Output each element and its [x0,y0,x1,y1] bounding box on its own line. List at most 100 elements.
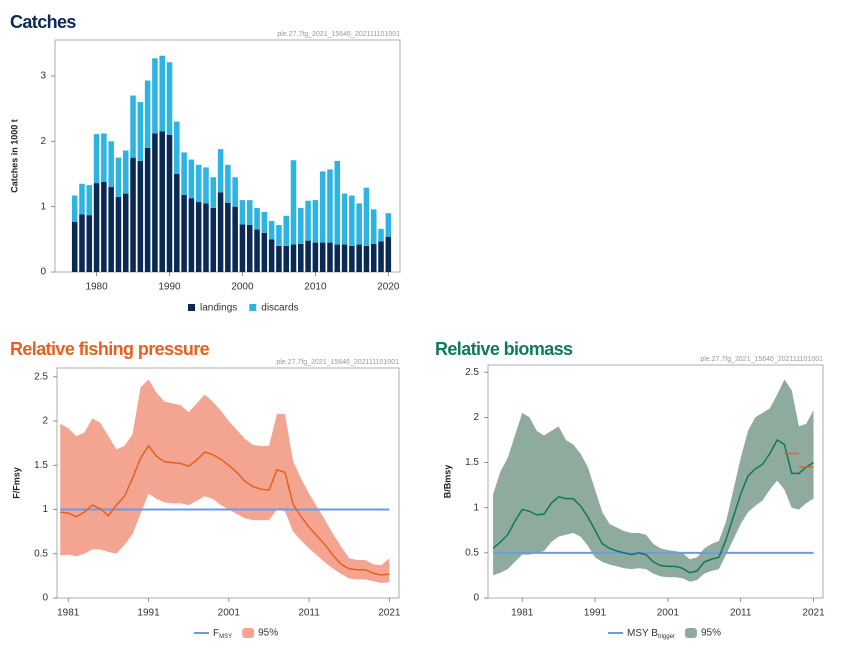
bar-segment [283,215,289,246]
x-tick-label: 1991 [137,608,160,619]
bar-segment [290,160,297,245]
bar-segment [152,133,158,272]
bar-segment [195,164,202,203]
bar-segment [261,211,268,233]
legend-swatch [242,628,255,638]
bar-segment [93,134,100,184]
bar-segment [327,169,333,243]
bar-segment [130,95,136,158]
bar-segment [356,203,362,245]
bar-segment [166,62,173,135]
bar-segment [327,242,333,272]
bar-segment [312,200,319,243]
bar-segment [385,213,392,237]
x-tick-label: 2010 [304,282,327,293]
y-tick-label: 1.5 [34,460,48,471]
legend-swatch [684,628,697,638]
bar-segment [166,134,173,272]
legend-label: landings [200,303,237,314]
y-tick-label: 1 [473,502,479,513]
y-axis-label: F/Fmsy [11,467,21,499]
legend-swatch [249,304,257,311]
bar-segment [305,240,311,272]
series-line [492,438,814,574]
bar-segment [71,195,78,222]
bar-segment [276,224,282,246]
bar-segment [254,207,260,230]
bar-segment [261,232,268,272]
legend-label: MSY Btrigger [627,628,675,640]
bar-segment [334,160,341,245]
bar-segment [101,181,107,272]
bar-segment [217,192,224,272]
bar-segment [246,224,253,272]
bar-segment [268,221,275,240]
bar-segment [108,187,114,272]
bar-segment [356,244,362,272]
legend-swatch [188,304,195,311]
bar-segment [385,236,392,272]
legend-label: 95% [701,628,721,639]
bar-segment [79,183,85,215]
y-tick-label: 1 [40,201,46,212]
x-tick-label: 1981 [511,608,534,619]
bar-segment [378,241,384,272]
bar-segment [122,150,129,194]
bar-segment [174,121,180,174]
bar-segment [246,200,253,225]
x-tick-label: 2001 [218,608,241,619]
y-tick-label: 1.5 [465,457,479,468]
bar-segment [217,149,224,193]
x-tick-label: 1990 [158,282,181,293]
bar-segment [349,195,355,246]
chart-title: Relative fishing pressure [10,339,210,359]
bar-segment [93,183,100,272]
legend-label-sub: MSY [219,634,232,640]
bar-segment [159,131,165,272]
bar-segment [298,207,304,244]
y-tick-label: 2 [42,416,48,427]
bar-segment [174,173,180,272]
chart-code: ple.27.7fg_2021_15646_202111101001 [276,359,399,366]
bar-segment [305,200,311,241]
bar-segment [144,80,151,148]
bar-segment [79,214,85,272]
bar-segment [195,202,202,272]
bar-segment [319,171,326,243]
bar-segment [188,159,195,199]
bar-segment [254,229,260,272]
bar-segment [210,177,217,208]
y-axis-label: Catches in 1000 t [9,119,19,193]
bar-segment [210,207,217,272]
bar-segment [225,202,231,272]
bar-segment [232,206,238,272]
legend-label: 95% [258,628,278,639]
bar-segment [115,157,122,197]
bar-segment [71,221,78,272]
y-tick-label: 0 [40,267,46,278]
x-tick-label: 2020 [377,282,400,293]
legend-label-main: MSY B [627,628,658,639]
bar-segment [276,245,282,272]
plot-frame [56,367,400,599]
plot-frame [487,364,824,599]
bar-segment [341,193,348,245]
bar-segment [152,58,158,134]
bar-segment [268,239,275,272]
bar-segment [363,187,370,246]
series-line [60,444,390,576]
bar-segment [159,55,165,132]
bar-segment [86,215,93,272]
confidence-band [60,379,390,583]
bar-segment [203,167,209,204]
y-tick-label: 2 [473,412,479,423]
x-tick-label: 1991 [584,608,607,619]
y-tick-label: 2.5 [34,371,48,382]
x-tick-label: 2001 [657,608,680,619]
bar-segment [137,160,144,272]
legend-label: FMSY [213,628,232,640]
bar-segment [122,193,129,272]
bar-segment [181,194,187,272]
legend-label: discards [261,303,298,314]
